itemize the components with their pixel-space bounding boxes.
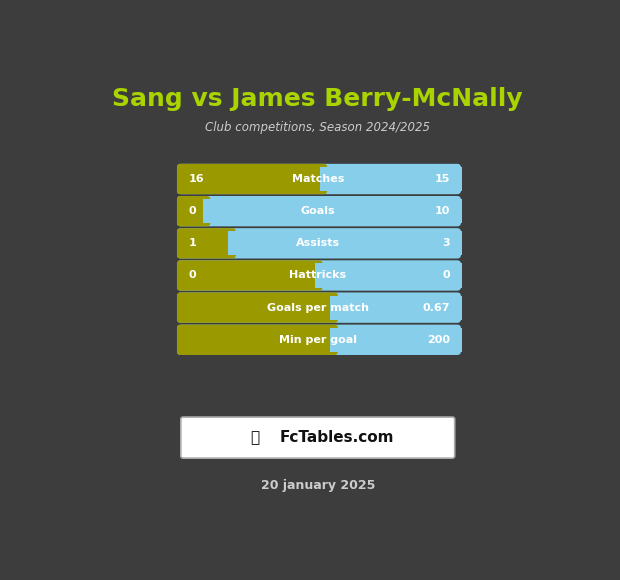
FancyBboxPatch shape <box>177 228 236 259</box>
FancyBboxPatch shape <box>177 292 461 323</box>
FancyBboxPatch shape <box>177 164 461 194</box>
Bar <box>315 263 462 288</box>
Bar <box>203 199 462 223</box>
Text: Matches: Matches <box>291 174 344 184</box>
Text: 0: 0 <box>188 206 196 216</box>
Bar <box>330 328 462 352</box>
Bar <box>319 167 462 191</box>
Text: FcTables.com: FcTables.com <box>280 430 394 445</box>
Text: 20 january 2025: 20 january 2025 <box>260 479 375 492</box>
FancyBboxPatch shape <box>177 196 461 226</box>
Text: 0: 0 <box>443 270 450 281</box>
Text: 10: 10 <box>435 206 450 216</box>
FancyBboxPatch shape <box>177 260 322 291</box>
FancyBboxPatch shape <box>177 260 461 291</box>
Text: Goals: Goals <box>301 206 335 216</box>
Text: Club competitions, Season 2024/2025: Club competitions, Season 2024/2025 <box>205 121 430 134</box>
Text: 3: 3 <box>443 238 450 248</box>
Text: 16: 16 <box>188 174 204 184</box>
FancyBboxPatch shape <box>177 292 338 323</box>
Bar <box>228 231 462 255</box>
Text: 📊: 📊 <box>250 430 260 445</box>
Text: 200: 200 <box>427 335 450 345</box>
FancyBboxPatch shape <box>177 164 327 194</box>
FancyBboxPatch shape <box>177 228 461 259</box>
Text: 0.67: 0.67 <box>423 303 450 313</box>
Text: Sang vs James Berry-McNally: Sang vs James Berry-McNally <box>112 86 523 111</box>
Text: Assists: Assists <box>296 238 340 248</box>
FancyBboxPatch shape <box>181 417 454 458</box>
FancyBboxPatch shape <box>177 325 461 355</box>
Text: Min per goal: Min per goal <box>279 335 356 345</box>
FancyBboxPatch shape <box>177 196 210 226</box>
Text: Hattricks: Hattricks <box>289 270 347 281</box>
Text: 15: 15 <box>435 174 450 184</box>
Bar <box>330 296 462 320</box>
Text: Goals per match: Goals per match <box>267 303 369 313</box>
FancyBboxPatch shape <box>177 325 338 355</box>
Text: 1: 1 <box>188 238 197 248</box>
Text: 0: 0 <box>188 270 196 281</box>
